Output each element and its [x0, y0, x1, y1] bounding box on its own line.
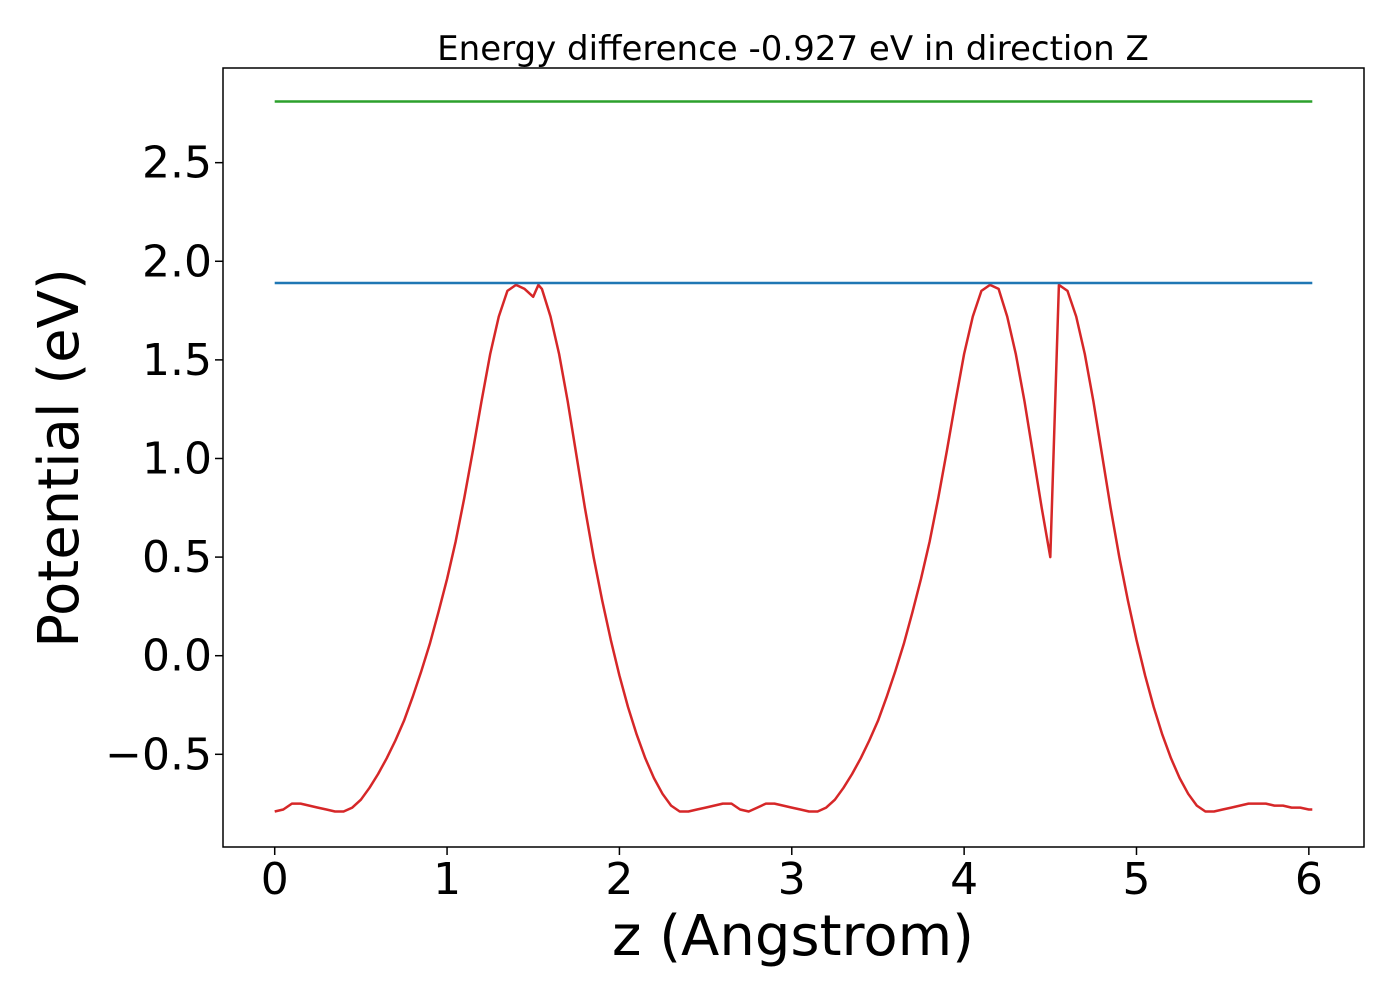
x-axis-title: z (Angstrom) — [612, 904, 974, 969]
y-tick-label: 0.0 — [142, 631, 212, 682]
y-tick-label: 2.0 — [142, 236, 212, 287]
series-line-0 — [274, 283, 1313, 813]
x-axis: 0 1 2 3 4 5 6 — [261, 847, 1323, 905]
plot-frame — [222, 67, 1365, 848]
y-tick-label: 2.5 — [142, 138, 212, 189]
x-tick-label: 5 — [1122, 854, 1150, 905]
plot-area — [274, 100, 1313, 813]
y-axis: −0.5 0.0 0.5 1.0 1.5 2.0 2.5 — [105, 138, 223, 780]
y-axis-title: Potential (eV) — [27, 268, 92, 648]
y-tick-label: 1.0 — [142, 433, 212, 484]
chart-title: Energy difference -0.927 eV in direction… — [437, 29, 1149, 69]
x-tick-label: 3 — [778, 854, 806, 905]
x-tick-label: 1 — [433, 854, 461, 905]
x-tick-label: 4 — [950, 854, 978, 905]
x-tick-label: 2 — [605, 854, 633, 905]
y-tick-label: −0.5 — [105, 729, 212, 780]
y-tick-label: 0.5 — [142, 532, 212, 583]
y-tick-label: 1.5 — [142, 335, 212, 386]
x-tick-label: 6 — [1295, 854, 1323, 905]
x-tick-label: 0 — [261, 854, 289, 905]
